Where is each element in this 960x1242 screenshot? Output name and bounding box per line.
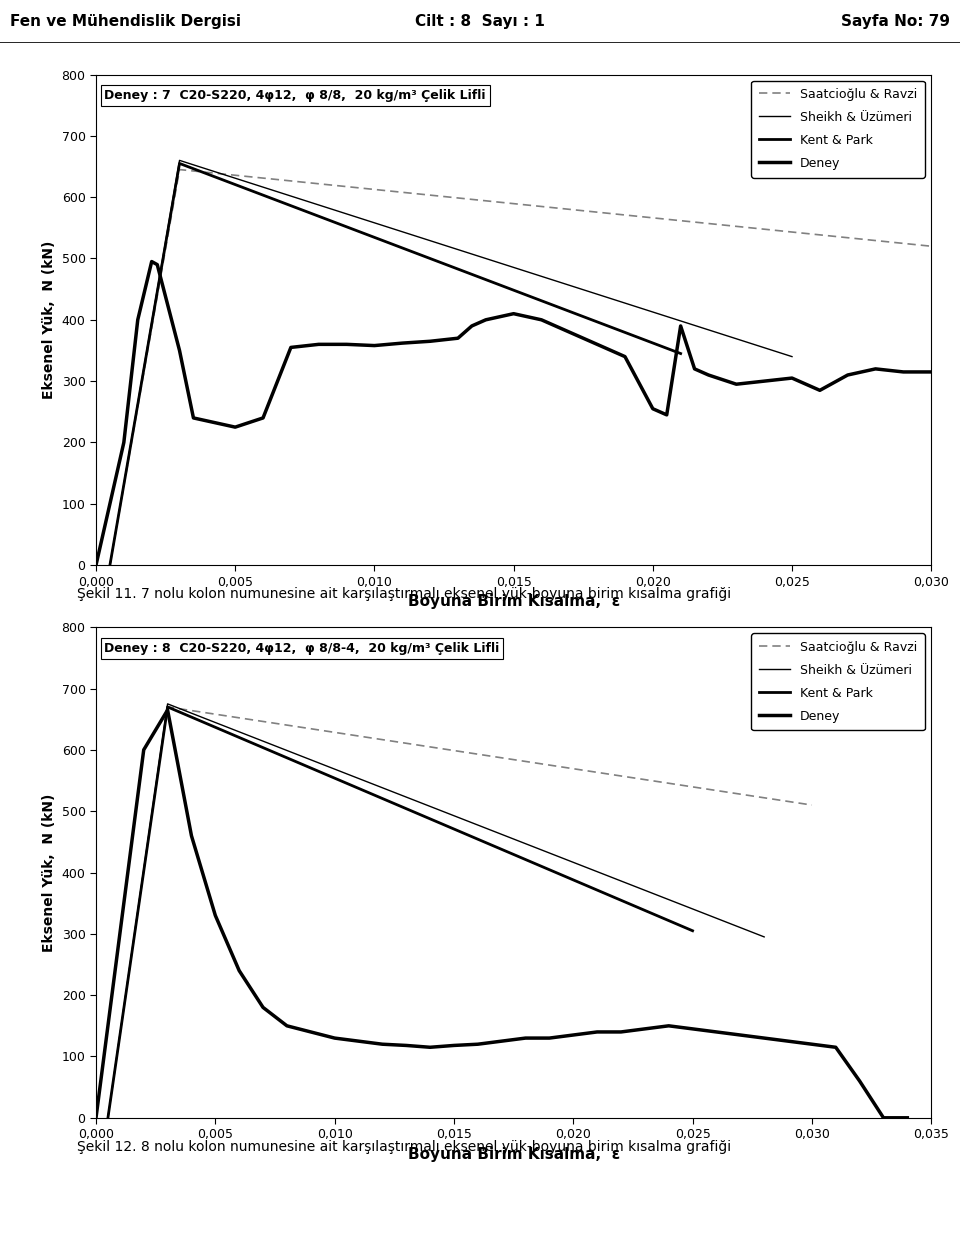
Text: Sayfa No: 79: Sayfa No: 79: [841, 14, 950, 30]
X-axis label: Boyuna Birim Kısalma,  ε: Boyuna Birim Kısalma, ε: [408, 1146, 619, 1161]
Text: Deney : 7  C20-S220, 4φ12,  φ 8/8,  20 kg/m³ Çelik Lifli: Deney : 7 C20-S220, 4φ12, φ 8/8, 20 kg/m…: [105, 89, 486, 102]
Y-axis label: Eksenel Yük,  N (kN): Eksenel Yük, N (kN): [42, 241, 56, 399]
Text: Şekil 12. 8 nolu kolon numunesine ait karşılaştırmalı eksenel yük-boyuna birim k: Şekil 12. 8 nolu kolon numunesine ait ka…: [77, 1140, 731, 1154]
Y-axis label: Eksenel Yük,  N (kN): Eksenel Yük, N (kN): [42, 794, 56, 951]
Legend: Saatcioğlu & Ravzi, Sheikh & Üzümeri, Kent & Park, Deney: Saatcioğlu & Ravzi, Sheikh & Üzümeri, Ke…: [752, 81, 924, 178]
Text: Cilt : 8  Sayı : 1: Cilt : 8 Sayı : 1: [415, 14, 545, 30]
Text: Şekil 11. 7 nolu kolon numunesine ait karşılaştırmalı eksenel yük-boyuna birim k: Şekil 11. 7 nolu kolon numunesine ait ka…: [77, 587, 731, 601]
Text: Fen ve Mühendislik Dergisi: Fen ve Mühendislik Dergisi: [10, 14, 241, 30]
Text: Deney : 8  C20-S220, 4φ12,  φ 8/8-4,  20 kg/m³ Çelik Lifli: Deney : 8 C20-S220, 4φ12, φ 8/8-4, 20 kg…: [105, 642, 499, 655]
Legend: Saatcioğlu & Ravzi, Sheikh & Üzümeri, Kent & Park, Deney: Saatcioğlu & Ravzi, Sheikh & Üzümeri, Ke…: [752, 633, 924, 730]
X-axis label: Boyuna Birim Kısalma,  ε: Boyuna Birim Kısalma, ε: [408, 594, 619, 609]
